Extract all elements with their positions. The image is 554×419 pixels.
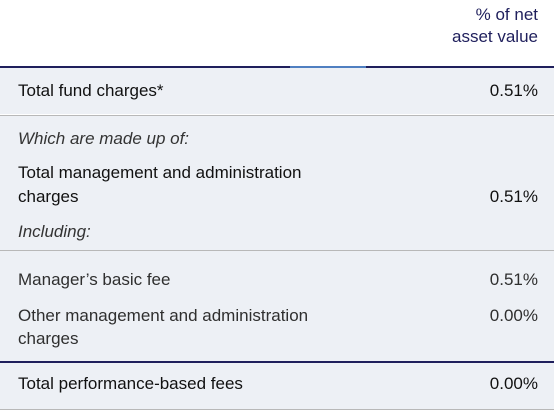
managers-basic-fee-label: Manager’s basic fee — [18, 270, 171, 289]
accent-mark — [290, 66, 366, 68]
row-band-breakdown — [0, 116, 554, 250]
total-perf-fees-value: 0.00% — [489, 374, 538, 393]
made-up-of-label: Which are made up of: — [18, 129, 190, 148]
bottom-rule — [0, 409, 554, 410]
column-header-line1: % of net — [475, 5, 538, 24]
row-band-performance — [0, 363, 554, 409]
total-mgmt-admin-value: 0.51% — [489, 187, 538, 206]
row-band-details — [0, 251, 554, 361]
including-label: Including: — [18, 222, 91, 241]
managers-basic-fee-value: 0.51% — [489, 270, 538, 289]
total-perf-fees-label: Total performance-based fees — [18, 374, 243, 393]
other-mgmt-admin-label-line1: Other management and administration — [18, 306, 309, 325]
divider-2 — [0, 250, 554, 251]
total-mgmt-admin-label-line2: charges — [18, 187, 79, 206]
divider-1 — [0, 115, 554, 116]
column-header: % of net asset value — [452, 4, 538, 48]
total-mgmt-admin-label-line1: Total management and administration — [18, 163, 302, 182]
total-fund-charges-label: Total fund charges* — [18, 81, 164, 100]
top-rule — [0, 66, 554, 68]
divider-3 — [0, 361, 554, 363]
column-header-line2: asset value — [452, 27, 538, 46]
other-mgmt-admin-value: 0.00% — [489, 306, 538, 325]
other-mgmt-admin-label-line2: charges — [18, 329, 79, 348]
total-fund-charges-value: 0.51% — [489, 81, 538, 100]
row-band-total-fund — [0, 68, 554, 114]
